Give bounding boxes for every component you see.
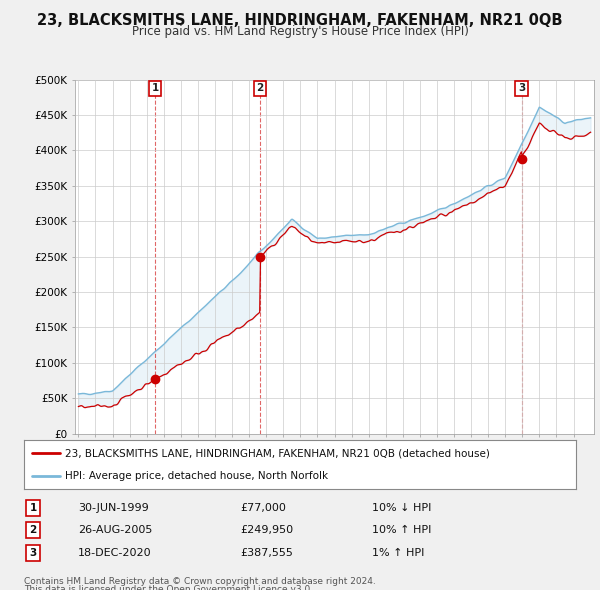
Text: 1: 1 <box>152 83 159 93</box>
Text: Contains HM Land Registry data © Crown copyright and database right 2024.: Contains HM Land Registry data © Crown c… <box>24 577 376 586</box>
Text: 18-DEC-2020: 18-DEC-2020 <box>78 548 152 558</box>
Text: £387,555: £387,555 <box>240 548 293 558</box>
Text: 2: 2 <box>257 83 264 93</box>
Text: This data is licensed under the Open Government Licence v3.0.: This data is licensed under the Open Gov… <box>24 585 313 590</box>
Text: 2: 2 <box>29 525 37 535</box>
Text: 23, BLACKSMITHS LANE, HINDRINGHAM, FAKENHAM, NR21 0QB (detached house): 23, BLACKSMITHS LANE, HINDRINGHAM, FAKEN… <box>65 448 490 458</box>
Text: 1: 1 <box>29 503 37 513</box>
Text: HPI: Average price, detached house, North Norfolk: HPI: Average price, detached house, Nort… <box>65 471 329 481</box>
Text: 3: 3 <box>518 83 525 93</box>
Text: 3: 3 <box>29 548 37 558</box>
Text: 10% ↑ HPI: 10% ↑ HPI <box>372 525 431 535</box>
Text: 1% ↑ HPI: 1% ↑ HPI <box>372 548 424 558</box>
Text: 10% ↓ HPI: 10% ↓ HPI <box>372 503 431 513</box>
Text: £77,000: £77,000 <box>240 503 286 513</box>
Text: 23, BLACKSMITHS LANE, HINDRINGHAM, FAKENHAM, NR21 0QB: 23, BLACKSMITHS LANE, HINDRINGHAM, FAKEN… <box>37 13 563 28</box>
Text: £249,950: £249,950 <box>240 525 293 535</box>
Text: 30-JUN-1999: 30-JUN-1999 <box>78 503 149 513</box>
Text: Price paid vs. HM Land Registry's House Price Index (HPI): Price paid vs. HM Land Registry's House … <box>131 25 469 38</box>
Text: 26-AUG-2005: 26-AUG-2005 <box>78 525 152 535</box>
